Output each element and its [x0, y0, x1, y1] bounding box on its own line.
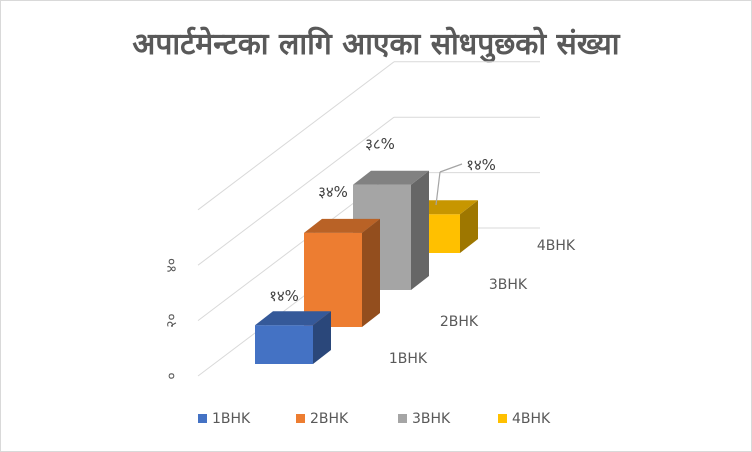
- bar-side: [313, 311, 331, 364]
- legend-item-3bhk: 3BHK: [398, 411, 451, 427]
- category-label: 3BHK: [489, 277, 528, 293]
- bar-3bhk: [353, 170, 429, 290]
- category-label: 1BHK: [389, 351, 428, 367]
- data-label: १४%: [269, 287, 299, 305]
- y-tick-label: २०: [164, 313, 180, 328]
- bar-2bhk: [304, 218, 380, 327]
- legend-label: 4BHK: [512, 411, 551, 427]
- legend-swatch: [296, 414, 305, 423]
- legend-swatch: [498, 414, 507, 423]
- gridline: [197, 61, 395, 211]
- bar-1bhk: [255, 311, 331, 364]
- category-label: 4BHK: [537, 238, 576, 254]
- bar-top: [255, 311, 331, 326]
- legend-label: 2BHK: [310, 411, 349, 427]
- leader-line: [439, 163, 463, 173]
- bar-top: [353, 170, 429, 185]
- data-label: ३४%: [318, 183, 348, 201]
- leader-line: [435, 171, 441, 206]
- legend-swatch: [198, 414, 207, 423]
- gridline: [197, 116, 395, 266]
- legend-swatch: [398, 414, 407, 423]
- data-label: ३८%: [365, 135, 395, 153]
- category-label: 2BHK: [440, 314, 479, 330]
- bar-side: [362, 218, 380, 327]
- bar-top: [304, 218, 380, 233]
- legend-item-4bhk: 4BHK: [498, 411, 551, 427]
- bar-front: [255, 325, 313, 364]
- legend-label: 3BHK: [412, 411, 451, 427]
- legend-item-1bhk: 1BHK: [198, 411, 251, 427]
- data-label: १४%: [466, 156, 496, 174]
- bar-side: [460, 200, 478, 253]
- y-tick-label: ४०: [164, 258, 180, 273]
- legend-label: 1BHK: [212, 411, 251, 427]
- chart-title: अपार्टमेन्टका लागि आएका सोधपुछको संख्या: [132, 27, 620, 62]
- y-tick-label: ०: [164, 372, 180, 379]
- bar-side: [411, 170, 429, 290]
- legend-item-2bhk: 2BHK: [296, 411, 349, 427]
